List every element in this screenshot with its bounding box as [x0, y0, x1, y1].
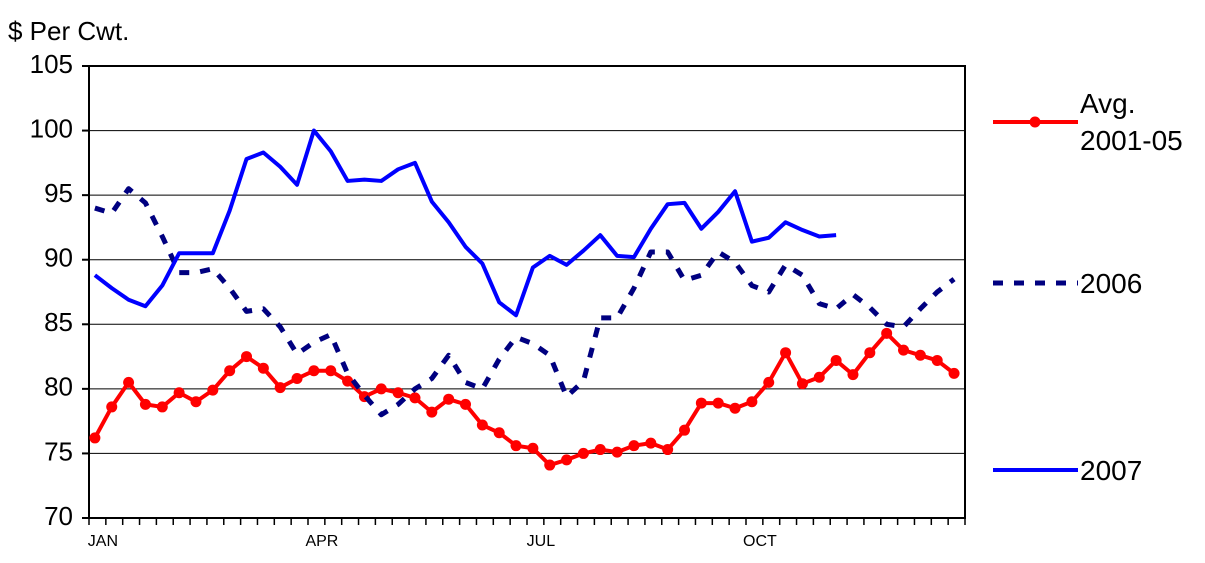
data-point	[729, 402, 741, 414]
data-point	[881, 327, 893, 339]
data-point	[375, 383, 387, 395]
x-tick-label: OCT	[743, 533, 777, 550]
data-point	[392, 387, 404, 399]
series-line	[93, 331, 956, 468]
series	[94, 186, 956, 418]
data-point	[274, 382, 286, 394]
data-point	[493, 427, 505, 439]
data-point	[746, 396, 758, 408]
data-point	[914, 349, 926, 361]
plot-frame	[88, 65, 966, 519]
data-point	[931, 354, 943, 366]
data-point	[577, 447, 589, 459]
y-tick-label: 95	[44, 178, 73, 208]
legend-label: Avg. 2001-05	[1080, 88, 1183, 156]
y-tick-label: 85	[44, 307, 73, 337]
series-line	[94, 186, 956, 418]
data-point	[561, 454, 573, 466]
y-tick-label: 80	[44, 372, 73, 402]
data-point	[712, 397, 724, 409]
legend-label: 2007	[1080, 455, 1143, 486]
data-point	[813, 371, 825, 383]
y-tick-label: 100	[30, 113, 73, 143]
data-point	[139, 398, 151, 410]
data-point	[257, 362, 269, 374]
legend-marker	[1029, 116, 1041, 128]
data-point	[443, 393, 455, 405]
data-point	[156, 401, 168, 413]
x-tick-label: JUL	[527, 533, 556, 550]
series	[93, 128, 837, 318]
y-tick-label: 70	[44, 501, 73, 531]
x-tick-label: JAN	[88, 533, 118, 550]
data-point	[796, 378, 808, 390]
data-point	[173, 387, 185, 399]
legend-label: 2006	[1080, 268, 1143, 299]
data-point	[207, 384, 219, 396]
data-point	[460, 398, 472, 410]
data-point	[628, 440, 640, 452]
data-point	[527, 442, 539, 454]
data-point	[780, 347, 792, 359]
data-point	[611, 446, 623, 458]
data-point	[864, 347, 876, 359]
data-point	[645, 437, 657, 449]
x-tick-label: APR	[305, 533, 338, 550]
data-point	[224, 365, 236, 377]
data-point	[763, 376, 775, 388]
data-point	[106, 401, 118, 413]
data-point	[342, 375, 354, 387]
data-point	[241, 351, 253, 363]
data-point	[830, 354, 842, 366]
y-tick-label: 75	[44, 436, 73, 466]
data-point	[847, 369, 859, 381]
series-line	[93, 128, 837, 318]
y-axis-title: $ Per Cwt.	[8, 16, 129, 46]
data-point	[662, 444, 674, 456]
data-point	[544, 459, 556, 471]
data-point	[898, 344, 910, 356]
data-point	[190, 396, 202, 408]
y-tick-label: 90	[44, 243, 73, 273]
data-point	[89, 432, 101, 444]
data-point	[325, 365, 337, 377]
data-point	[679, 424, 691, 436]
data-point	[510, 440, 522, 452]
data-point	[594, 444, 606, 456]
data-point	[948, 367, 960, 379]
data-point	[426, 406, 438, 418]
data-point	[409, 392, 421, 404]
data-point	[695, 397, 707, 409]
y-tick-label: 105	[30, 49, 73, 79]
data-point	[123, 376, 135, 388]
data-point	[291, 373, 303, 385]
data-point	[476, 419, 488, 431]
data-point	[308, 365, 320, 377]
series	[89, 327, 960, 471]
